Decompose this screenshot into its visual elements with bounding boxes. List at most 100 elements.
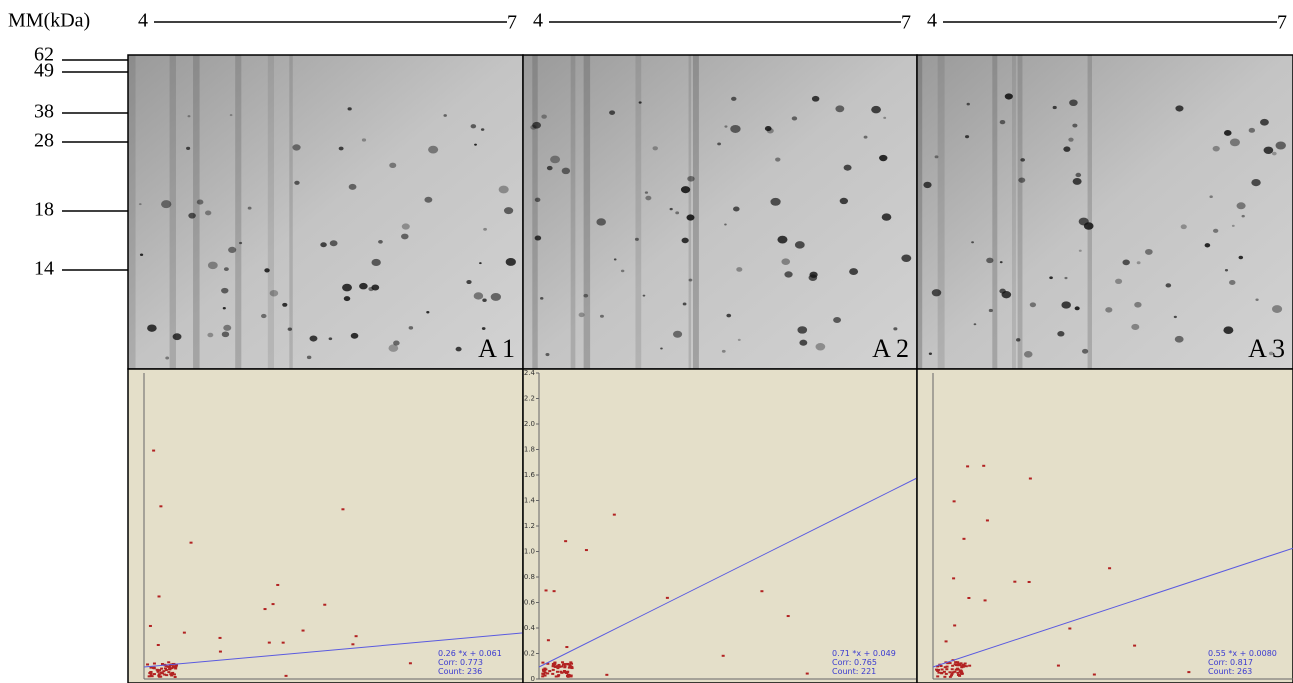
- panel-label: A 3: [1248, 334, 1285, 363]
- gel-streak: [169, 55, 176, 369]
- y-tick-label: 2.4: [524, 369, 536, 377]
- gel-streak: [692, 55, 699, 369]
- scatter-point: [944, 672, 948, 675]
- gel-image: [917, 55, 1293, 369]
- scatter-point: [557, 663, 561, 666]
- mw-label: MM(kDa): [8, 10, 90, 32]
- scatter-point: [271, 603, 275, 606]
- scatter-point: [149, 666, 153, 669]
- scatter-point: [959, 670, 963, 673]
- gel-spot: [1173, 315, 1177, 319]
- scatter-point: [952, 500, 956, 503]
- gel-spot: [1115, 278, 1123, 285]
- scatter-point: [945, 668, 949, 671]
- gel-spot: [222, 307, 226, 310]
- scatter-point: [552, 590, 556, 593]
- scatter-point: [958, 674, 962, 677]
- gel-spot: [378, 239, 383, 244]
- gel-image: [523, 55, 917, 369]
- gel-spot: [474, 143, 477, 146]
- fit-equation: 0.55 *x + 0.0080: [1208, 649, 1277, 658]
- y-tick-label: 1.6: [524, 471, 536, 479]
- fit-equation: 0.71 *x + 0.049: [832, 649, 896, 658]
- gel-spot: [879, 154, 888, 162]
- scatter-point: [956, 661, 960, 664]
- scatter-point: [968, 664, 972, 667]
- gel-spot: [644, 191, 649, 194]
- gel-spot: [292, 144, 301, 151]
- gel-spot: [835, 105, 845, 113]
- gel-spot: [393, 340, 400, 346]
- gel-spot: [1180, 224, 1187, 230]
- gel-spot: [645, 195, 652, 201]
- scatter-point: [551, 665, 555, 668]
- scatter-point: [548, 670, 552, 673]
- gel-spot: [1275, 141, 1286, 150]
- gel-spot: [348, 183, 357, 190]
- gel-spot: [687, 175, 695, 182]
- scatter-point: [943, 666, 947, 669]
- gel-streak: [1012, 55, 1016, 369]
- gel-spot: [1018, 177, 1026, 183]
- gel-spot: [1174, 335, 1184, 343]
- scatter-point: [544, 589, 548, 592]
- gel-spot: [1145, 248, 1153, 255]
- scatter-point: [612, 513, 616, 516]
- gel-spot: [1122, 259, 1130, 266]
- scatter-point: [542, 670, 546, 673]
- gel-spot: [1081, 348, 1089, 354]
- panel-label: A 1: [478, 334, 515, 363]
- gel-spot: [596, 218, 606, 226]
- fit-corr: Corr: 0.817: [1208, 658, 1253, 667]
- gel-spot: [455, 346, 462, 352]
- scatter-point: [541, 675, 545, 678]
- gel-spot: [223, 324, 232, 331]
- regression-line: [143, 632, 524, 668]
- scatter-point: [945, 665, 949, 668]
- scatter-point: [1028, 477, 1032, 480]
- scatter-point: [267, 641, 271, 644]
- scatter-point: [551, 672, 555, 675]
- scatter-point: [570, 667, 574, 670]
- scatter-point: [301, 629, 305, 632]
- gel-streak: [267, 55, 274, 369]
- gel-spot: [1223, 130, 1232, 136]
- gel-spot: [161, 200, 172, 209]
- gel-streak: [688, 55, 692, 369]
- scatter-point: [557, 674, 561, 677]
- gel-spot: [408, 326, 414, 330]
- scatter-point: [570, 666, 574, 669]
- scatter-point: [953, 663, 957, 666]
- scatter-point: [218, 650, 222, 653]
- scatter-point: [341, 508, 345, 511]
- scatter-point: [567, 663, 571, 666]
- gel-spot: [1263, 146, 1274, 154]
- gel-spot: [1175, 105, 1184, 112]
- gel-streak: [937, 55, 945, 369]
- gel-spot: [578, 312, 585, 318]
- gel-spot: [1068, 137, 1074, 142]
- fit-corr: Corr: 0.773: [438, 658, 483, 667]
- scatter-point: [985, 519, 989, 522]
- gel-spot: [1251, 178, 1261, 187]
- scatter-point: [1108, 567, 1112, 570]
- gel-spot: [1271, 151, 1277, 156]
- scatter-point: [546, 672, 550, 675]
- gel-spot: [1004, 93, 1013, 100]
- gel-spot: [1020, 158, 1026, 162]
- gel-spot: [1255, 298, 1259, 302]
- scatter-plot: [127, 368, 524, 683]
- scatter-point: [935, 668, 939, 671]
- scatter-point: [936, 665, 940, 668]
- scatter-point: [957, 663, 961, 666]
- scatter-point: [964, 665, 968, 668]
- gel-spot: [1075, 172, 1082, 178]
- gel-spot: [188, 212, 196, 219]
- gel-spot: [401, 233, 409, 240]
- gel-spot: [669, 207, 673, 211]
- gel-streak: [917, 55, 923, 369]
- scatter-point: [164, 668, 168, 671]
- gel-spot: [388, 344, 399, 352]
- gel-spot: [546, 165, 553, 171]
